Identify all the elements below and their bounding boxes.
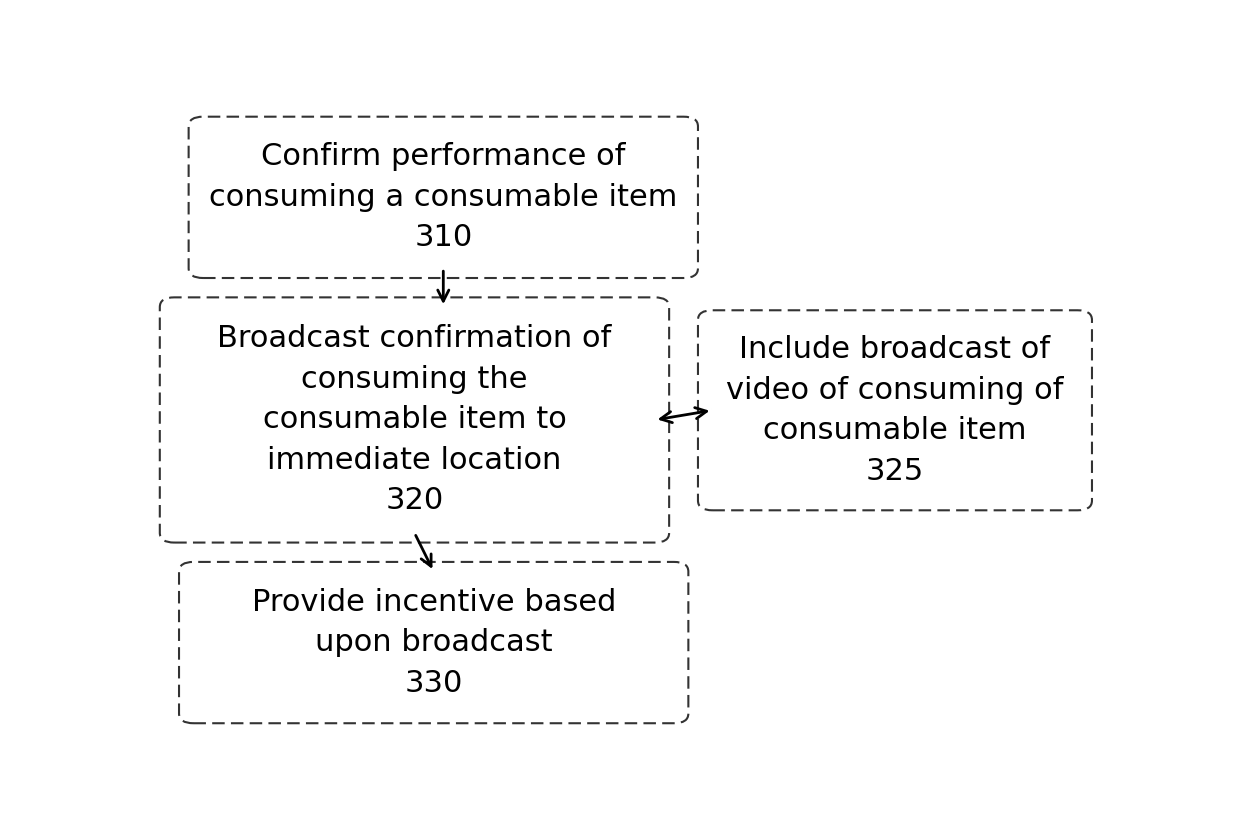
- Text: Provide incentive based
upon broadcast
330: Provide incentive based upon broadcast 3…: [252, 587, 616, 697]
- Text: Confirm performance of
consuming a consumable item
310: Confirm performance of consuming a consu…: [210, 142, 677, 252]
- Text: Broadcast confirmation of
consuming the
consumable item to
immediate location
32: Broadcast confirmation of consuming the …: [217, 324, 611, 515]
- FancyBboxPatch shape: [179, 562, 688, 723]
- Text: Include broadcast of
video of consuming of
consumable item
325: Include broadcast of video of consuming …: [727, 335, 1064, 485]
- FancyBboxPatch shape: [698, 310, 1092, 510]
- FancyBboxPatch shape: [188, 116, 698, 278]
- FancyBboxPatch shape: [160, 297, 670, 542]
